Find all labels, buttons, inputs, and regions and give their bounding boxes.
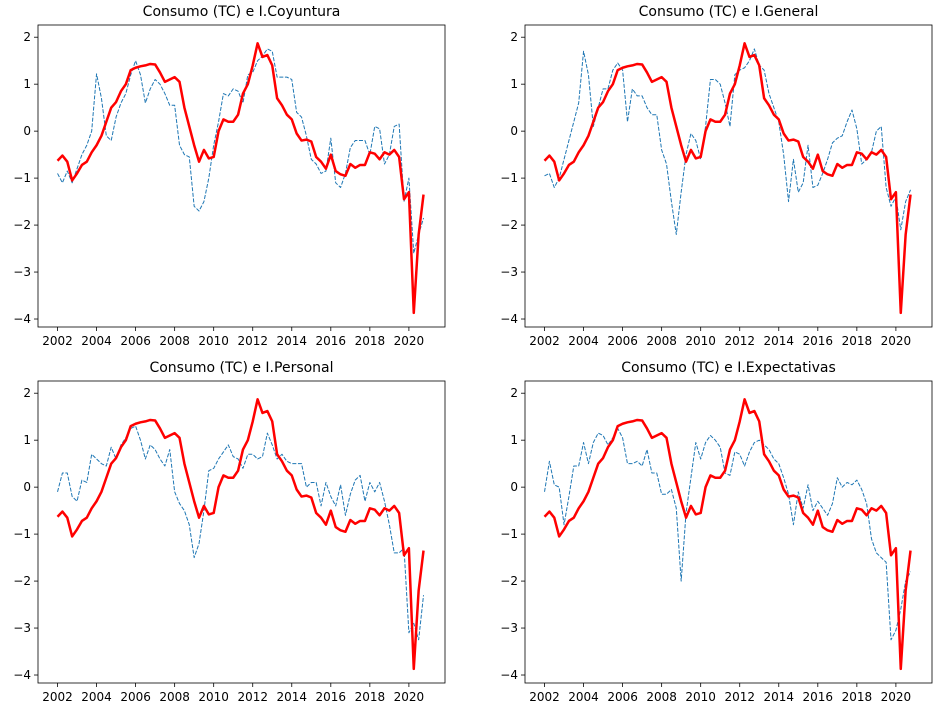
axes-frame [524,24,933,328]
y-tick-label: −4 [500,312,518,326]
axes-frame [37,380,446,684]
y-tick-label: 2 [23,30,31,44]
data-line [57,48,425,254]
x-tick-label: 2006 [607,690,638,704]
x-tick-label: 2020 [881,690,912,704]
data-line [56,398,425,671]
plot-area [56,42,425,315]
x-tick-label: 2002 [529,334,560,348]
y-tick-label: −4 [13,312,31,326]
x-tick-label: 2014 [763,334,794,348]
y-tick-label: −2 [500,574,518,588]
subplot: Consumo (TC) e I.Personal 2002 2004 2006 200… [13,360,446,704]
y-tick-label: −1 [500,527,518,541]
x-tick-label: 2010 [198,690,229,704]
y-tick-label: −3 [13,621,31,635]
y-tick-label: 0 [510,480,518,494]
y-tick-label: −4 [13,668,31,682]
y-tick-label: 1 [510,77,518,91]
y-tick-label: 1 [23,77,31,91]
x-tick-label: 2010 [685,334,716,348]
x-tick-label: 2016 [316,690,347,704]
y-tick-label: 0 [23,480,31,494]
y-tick-label: −1 [13,171,31,185]
x-tick-label: 2006 [120,334,151,348]
x-tick-label: 2018 [355,690,386,704]
x-tick-label: 2012 [724,690,755,704]
x-tick-label: 2006 [607,334,638,348]
data-line [544,48,911,235]
y-tick-label: 0 [510,124,518,138]
x-tick-label: 2016 [803,690,834,704]
x-tick-label: 2004 [568,334,599,348]
y-tick-label: −2 [13,574,31,588]
plot-area [543,398,912,671]
x-tick-label: 2004 [81,334,112,348]
subplot: Consumo (TC) e I.Expectativas 2002 2004 200… [500,360,933,704]
x-tick-label: 2002 [42,334,73,348]
chart-title: Consumo (TC) e I.General [639,4,819,20]
y-tick-label: −4 [500,668,518,682]
x-tick-label: 2020 [881,334,912,348]
data-line [543,42,912,315]
data-line [56,42,425,315]
x-tick-label: 2018 [842,690,873,704]
x-tick-label: 2004 [568,690,599,704]
y-tick-label: 1 [23,433,31,447]
x-tick-label: 2002 [529,690,560,704]
y-tick-label: 2 [510,30,518,44]
x-tick-label: 2008 [646,334,677,348]
plot-area [543,42,912,315]
chart-title: Consumo (TC) e I.Personal [149,360,333,376]
y-tick-label: −3 [500,265,518,279]
x-tick-label: 2008 [159,334,190,348]
x-tick-label: 2016 [316,334,347,348]
x-tick-label: 2010 [685,690,716,704]
x-tick-label: 2014 [763,690,794,704]
x-tick-label: 2008 [159,690,190,704]
y-tick-label: 2 [510,386,518,400]
y-tick-label: −2 [13,218,31,232]
chart-title: Consumo (TC) e I.Expectativas [621,360,836,376]
y-tick-label: 1 [510,433,518,447]
x-tick-label: 2006 [120,690,151,704]
data-line [543,398,912,671]
x-tick-label: 2010 [198,334,229,348]
x-tick-label: 2008 [646,690,677,704]
x-tick-label: 2016 [803,334,834,348]
x-tick-label: 2020 [394,690,425,704]
x-tick-label: 2004 [81,690,112,704]
y-tick-label: −1 [13,527,31,541]
y-tick-label: −2 [500,218,518,232]
subplot: Consumo (TC) e I.General 2002 2004 2006 2008… [500,4,933,348]
x-tick-label: 2014 [276,334,307,348]
data-line [544,427,911,641]
plot-area [56,398,425,671]
axes-frame [37,24,446,328]
x-tick-label: 2014 [276,690,307,704]
y-tick-label: −3 [500,621,518,635]
x-tick-label: 2018 [842,334,873,348]
chart-title: Consumo (TC) e I.Coyuntura [143,4,341,20]
y-tick-label: −3 [13,265,31,279]
axes-frame [524,380,933,684]
x-tick-label: 2012 [237,334,268,348]
y-tick-label: 0 [23,124,31,138]
x-tick-label: 2020 [394,334,425,348]
y-tick-label: −1 [500,171,518,185]
x-tick-label: 2018 [355,334,386,348]
y-tick-label: 2 [23,386,31,400]
x-tick-label: 2012 [724,334,755,348]
x-tick-label: 2002 [42,690,73,704]
x-tick-label: 2012 [237,690,268,704]
